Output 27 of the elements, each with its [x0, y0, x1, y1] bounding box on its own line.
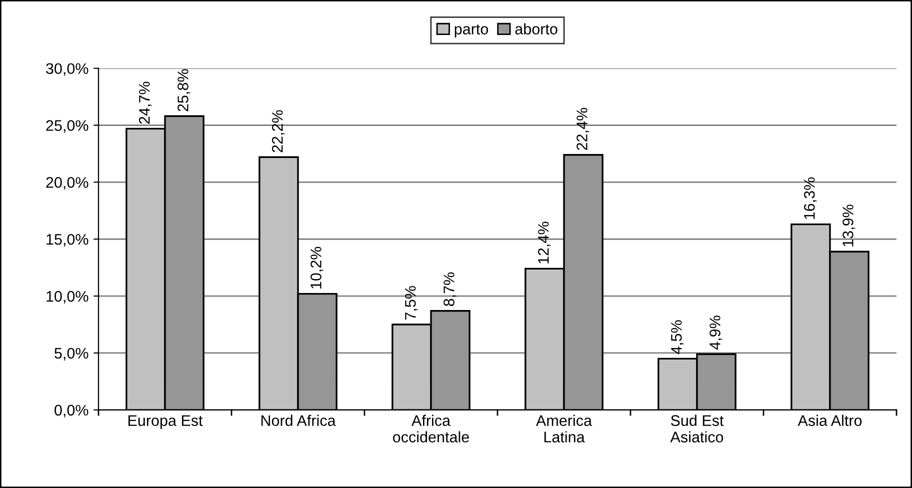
- data-label: 25,8%: [178, 69, 190, 112]
- y-tick-label: 5,0%: [54, 348, 88, 360]
- x-tick-label: Europa Est: [128, 415, 203, 430]
- x-tick-label: Africa occidentale: [392, 414, 469, 442]
- data-label: 10,2%: [310, 246, 324, 288]
- data-label: 4,5%: [671, 320, 684, 354]
- data-label: 13,9%: [842, 204, 856, 246]
- data-label: 24,7%: [138, 82, 152, 124]
- y-tick-label: 20,0%: [46, 177, 88, 190]
- x-tick-label: Asia Altro: [798, 414, 862, 426]
- y-tick-label: 30,0%: [46, 63, 88, 76]
- data-label: 8,7%: [444, 272, 456, 306]
- y-tick-label: 25,0%: [46, 120, 88, 133]
- data-label: 22,4%: [576, 108, 590, 150]
- data-label: 7,5%: [405, 286, 418, 320]
- data-label: 12,4%: [538, 222, 551, 264]
- data-label: 4,9%: [710, 316, 722, 350]
- legend-label: parto: [454, 24, 488, 38]
- data-label: 22,2%: [272, 110, 285, 152]
- y-tick-label: 10,0%: [46, 290, 88, 304]
- x-tick-label: America Latina: [536, 414, 592, 442]
- data-label: 16,3%: [804, 177, 817, 219]
- y-tick-label: 15,0%: [46, 234, 88, 247]
- x-tick-label: Nord Africa: [261, 414, 336, 426]
- y-tick-label: 0,0%: [54, 404, 88, 418]
- legend-label: aborto: [515, 23, 558, 34]
- x-tick-label: Sud Est Asiatico: [670, 414, 724, 442]
